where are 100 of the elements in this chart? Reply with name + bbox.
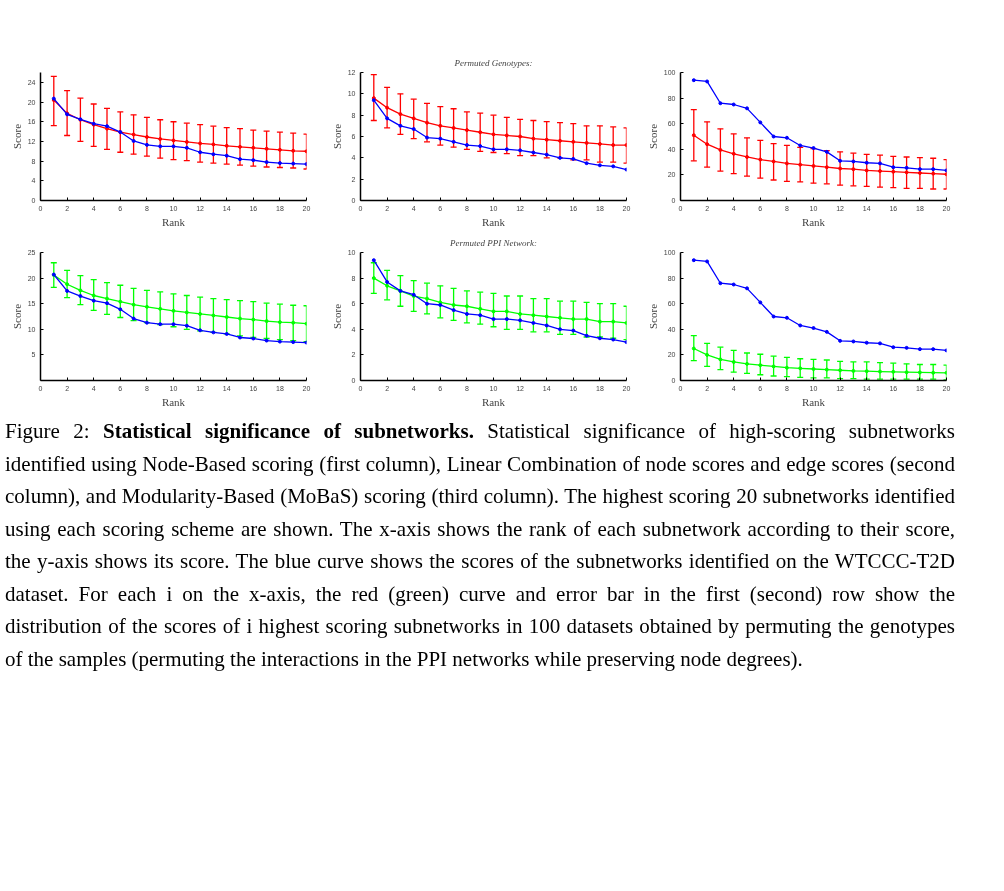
point — [731, 282, 736, 287]
point — [425, 120, 429, 125]
x-axis-title: Rank — [801, 395, 826, 408]
point — [758, 300, 763, 305]
point — [251, 317, 256, 322]
text: Statistical significance of subnetworks. — [102, 419, 474, 443]
point — [904, 165, 909, 170]
y-axis-title: Score — [10, 303, 23, 330]
point — [238, 157, 242, 162]
point — [904, 345, 909, 350]
point — [478, 144, 483, 149]
y-axis-title: Score — [10, 123, 23, 150]
point — [718, 281, 723, 286]
point — [731, 151, 736, 156]
point — [291, 148, 296, 153]
point — [571, 317, 576, 322]
point — [784, 365, 789, 370]
point — [917, 167, 922, 172]
point — [277, 320, 282, 325]
point — [198, 141, 203, 146]
point — [691, 78, 696, 83]
point — [211, 152, 216, 157]
point — [131, 132, 136, 137]
point — [745, 361, 749, 366]
point — [438, 123, 443, 128]
point — [891, 369, 896, 374]
point — [731, 359, 736, 364]
point — [705, 142, 710, 147]
point — [531, 320, 536, 325]
point — [144, 304, 149, 309]
point — [758, 157, 763, 162]
point — [798, 162, 803, 167]
point — [811, 326, 816, 331]
point — [558, 315, 562, 320]
point — [851, 159, 856, 164]
point — [198, 150, 203, 155]
point — [824, 367, 829, 372]
y-axis-title: Score — [646, 123, 659, 150]
point — [917, 347, 922, 352]
point — [705, 79, 710, 84]
point — [144, 135, 149, 139]
point — [184, 139, 189, 144]
point — [758, 363, 763, 368]
point — [118, 299, 123, 304]
point — [65, 282, 70, 287]
point — [771, 159, 776, 164]
point — [144, 142, 149, 147]
point — [158, 136, 163, 141]
point — [425, 296, 429, 301]
point — [198, 311, 203, 316]
point — [891, 165, 896, 170]
point — [238, 316, 242, 321]
point — [211, 142, 216, 147]
point — [745, 286, 749, 291]
point — [398, 123, 403, 128]
point — [558, 138, 562, 143]
point — [105, 301, 109, 306]
point — [851, 167, 856, 172]
point — [531, 136, 536, 141]
point — [491, 317, 496, 322]
point — [251, 145, 256, 150]
point — [771, 314, 776, 319]
x-axis-title: Rank — [161, 395, 186, 408]
point — [931, 370, 936, 375]
point — [518, 148, 523, 153]
point — [464, 128, 469, 133]
y-axis-title: Score — [646, 303, 659, 330]
y-axis-title: Score — [330, 123, 343, 150]
point — [891, 169, 896, 174]
point — [705, 259, 710, 264]
point — [504, 309, 509, 314]
point — [745, 106, 749, 111]
point — [838, 338, 843, 343]
point — [211, 313, 216, 318]
point — [91, 298, 96, 303]
point — [464, 304, 469, 309]
point — [904, 370, 909, 375]
point — [864, 168, 869, 173]
point — [491, 132, 496, 137]
point — [571, 139, 576, 144]
point — [91, 293, 96, 298]
point — [518, 134, 523, 139]
point — [385, 279, 390, 284]
point — [158, 144, 163, 149]
point — [411, 116, 416, 121]
point — [771, 364, 776, 369]
point — [65, 288, 70, 293]
point — [851, 368, 856, 373]
point — [504, 317, 509, 322]
point — [531, 313, 536, 318]
y-axis-title: Score — [330, 303, 343, 330]
point — [385, 105, 390, 110]
point — [544, 323, 549, 328]
point — [264, 319, 269, 324]
point — [798, 366, 803, 371]
point — [611, 319, 616, 324]
point — [878, 161, 882, 166]
point — [584, 317, 589, 322]
point — [544, 314, 549, 319]
point — [838, 158, 843, 163]
